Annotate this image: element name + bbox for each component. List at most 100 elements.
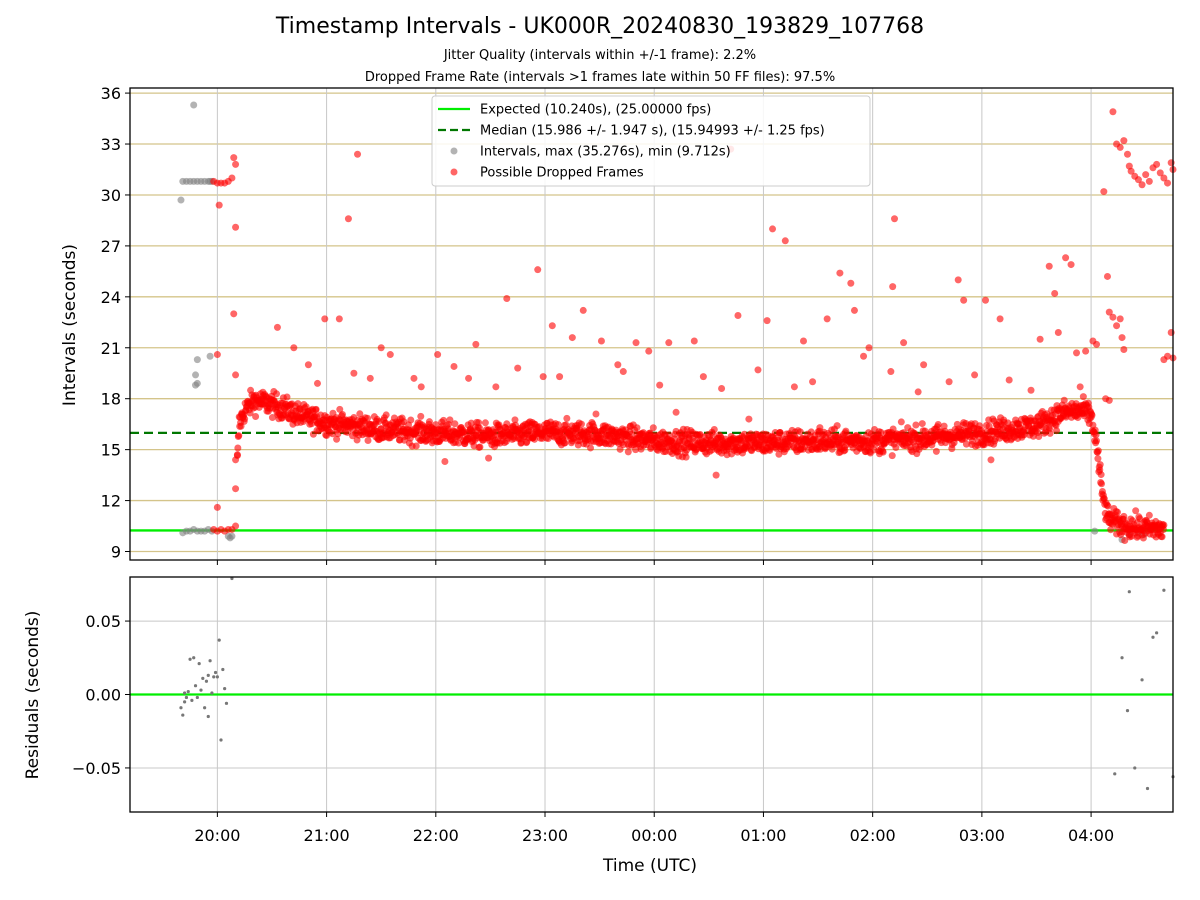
top-grid (130, 88, 1173, 560)
residual-point (223, 687, 227, 691)
dropped-frame-point (632, 446, 640, 454)
dropped-frame-point (1096, 461, 1104, 469)
dropped-frame-point (503, 420, 511, 428)
dropped-frame-point (665, 339, 673, 347)
dropped-frame-point (876, 447, 884, 455)
dropped-frame-point (1120, 137, 1128, 145)
legend-label: Expected (10.240s), (25.00000 fps) (480, 103, 711, 118)
top-y-tick-label: 33 (101, 135, 121, 154)
dropped-frame-point (823, 315, 831, 323)
dropped-frame-point (1062, 254, 1070, 262)
legend: Expected (10.240s), (25.00000 fps) Median… (431, 95, 871, 187)
dropped-frame-point (417, 383, 425, 391)
dropped-frame-point (410, 374, 418, 382)
dropped-frame-point (1118, 334, 1126, 342)
dropped-frame-point (781, 237, 789, 245)
dropped-frame-point (1158, 533, 1166, 541)
dropped-frame-point (934, 420, 942, 428)
interval-point (192, 371, 200, 379)
dropped-frame-point (809, 378, 817, 386)
dropped-frame-point (665, 431, 673, 439)
dropped-frame-point (699, 373, 707, 381)
dropped-frame-point (215, 201, 223, 209)
x-tick-label: 00:00 (631, 826, 677, 845)
dropped-frame-point (1045, 262, 1053, 270)
residual-point (1113, 772, 1117, 776)
dropped-frame-point (313, 379, 321, 387)
dropped-frame-point (1116, 143, 1124, 151)
dropped-frame-point (386, 351, 394, 359)
dropped-frame-point (1134, 176, 1142, 184)
dropped-frame-point (1120, 345, 1128, 353)
dropped-frame-point (531, 435, 539, 443)
residual-point (215, 675, 219, 679)
dropped-frame-point (624, 448, 632, 456)
dropped-frame-point (865, 344, 873, 352)
legend-label: Possible Dropped Frames (480, 166, 644, 181)
legend-marker (450, 147, 458, 155)
dropped-frame-point (228, 174, 236, 182)
dropped-frame-point (492, 383, 500, 391)
residual-point (1151, 635, 1155, 639)
dropped-frame-point (987, 456, 995, 464)
residual-point (204, 679, 209, 683)
dropped-frame-point (1036, 335, 1044, 343)
x-axis-label: Time (UTC) (602, 856, 697, 876)
dropped-frame-point (485, 454, 493, 462)
dropped-frame-point (1093, 437, 1101, 445)
dropped-frame-point (1164, 352, 1172, 360)
dropped-frame-point (1153, 160, 1161, 168)
dropped-frame-point (465, 374, 473, 382)
dropped-frame-point (763, 317, 771, 325)
dropped-frame-point (1053, 427, 1061, 435)
x-tick-label: 03:00 (959, 826, 1005, 845)
dropped-frame-point (554, 421, 562, 429)
dropped-frame-point (1138, 181, 1146, 189)
dropped-frame-point (434, 351, 442, 359)
dropped-frame-point (1100, 188, 1108, 196)
residual-point (217, 638, 221, 642)
residual-point (183, 691, 187, 695)
x-tick-label: 01:00 (740, 826, 786, 845)
dropped-frame-point (982, 296, 990, 304)
dropped-frame-point (304, 361, 312, 369)
dropped-frame-point (539, 373, 547, 381)
residual-point (1145, 786, 1150, 791)
top-points (177, 101, 1177, 545)
dropped-frame-point (517, 439, 525, 447)
dropped-frame-point (230, 154, 238, 162)
dropped-frame-point (1046, 429, 1054, 437)
residual-point (201, 676, 205, 680)
dropped-frame-point (900, 339, 908, 347)
dropped-frame-point (579, 306, 587, 314)
dropped-frame-point (1127, 167, 1135, 175)
dropped-frame-point (734, 312, 742, 320)
dropped-frame-point (283, 393, 291, 401)
residual-point (188, 657, 192, 661)
dropped-frame-point (1142, 171, 1150, 179)
dropped-frame-point (1105, 308, 1113, 316)
residual-point (1133, 766, 1137, 770)
residual-point (183, 700, 187, 704)
dropped-frame-point (232, 456, 240, 464)
residual-point (208, 659, 212, 663)
top-axes-frame (129, 87, 1174, 561)
bottom-y-tick-label: 0.05 (85, 612, 121, 631)
dropped-frame-point (619, 368, 627, 376)
residual-point (221, 667, 225, 672)
residual-point (203, 706, 207, 710)
dropped-frame-point (1014, 420, 1022, 428)
dropped-frame-point (333, 435, 341, 443)
legend-box (431, 95, 871, 187)
dropped-frame-point (690, 337, 698, 345)
dropped-frame-point (592, 410, 600, 418)
legend-label: Median (15.986 +/- 1.947 s), (15.94993 +… (480, 124, 825, 139)
dropped-frame-point (912, 421, 920, 429)
top-y-tick-label: 9 (111, 543, 121, 562)
bottom-y-tick-label: 0.00 (85, 686, 121, 705)
residual-point (192, 656, 196, 660)
dropped-frame-point (888, 452, 896, 460)
residual-point (1155, 631, 1159, 635)
interval-point (206, 352, 214, 360)
dropped-frame-point (481, 419, 489, 427)
